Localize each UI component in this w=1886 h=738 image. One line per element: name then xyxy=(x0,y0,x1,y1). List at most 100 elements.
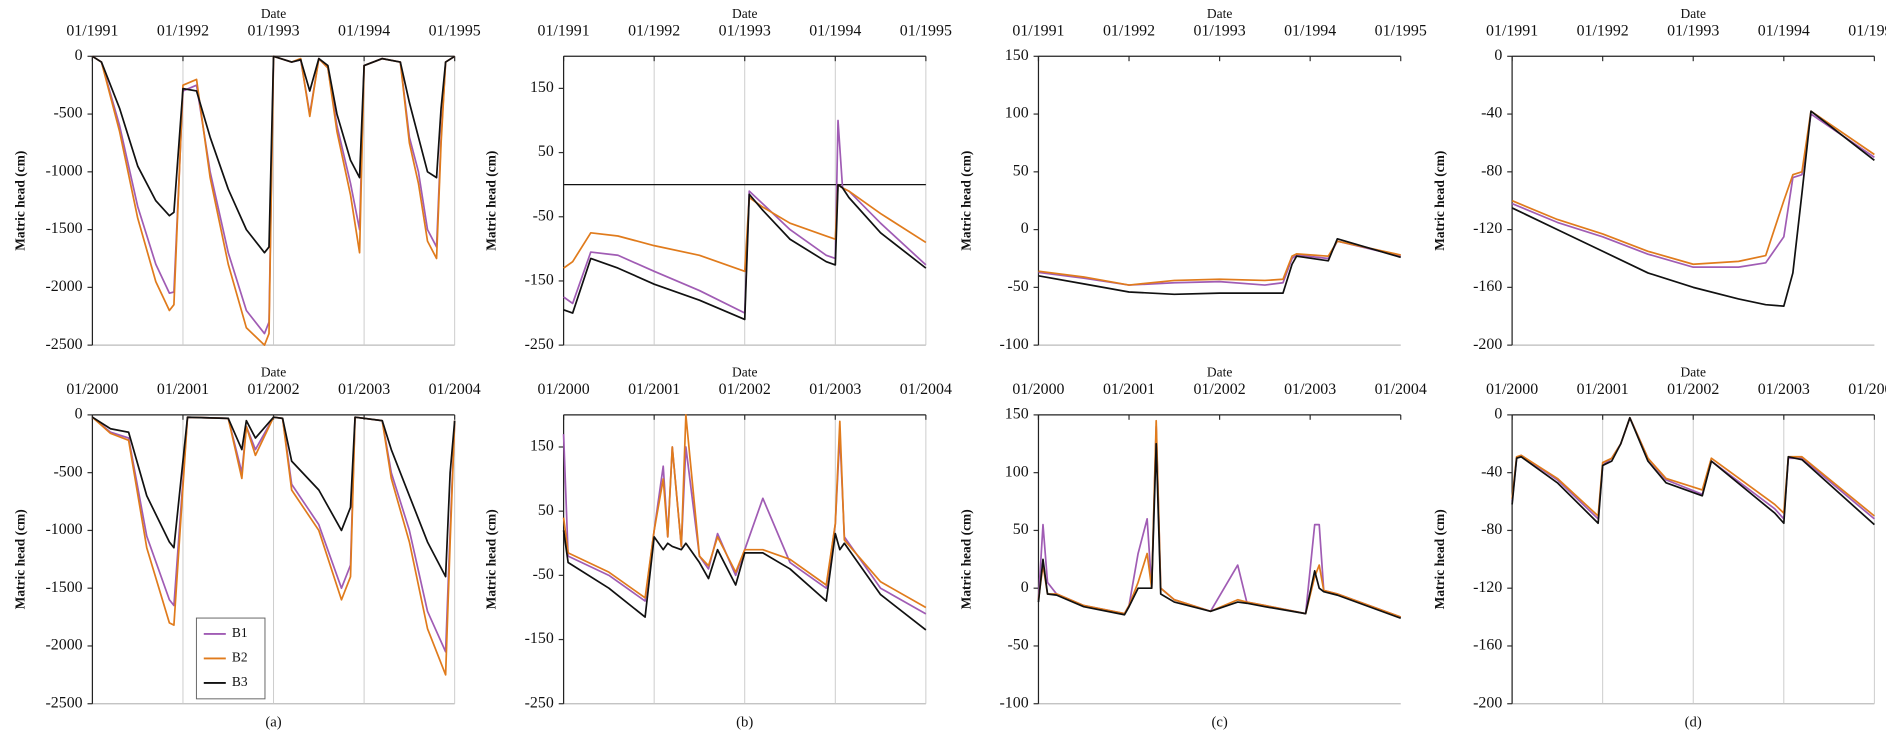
x-tick-label: 01/2004 xyxy=(900,381,952,398)
x-axis-label: Date xyxy=(261,6,286,21)
y-tick-label: 0 xyxy=(1494,47,1502,64)
x-tick-label: 01/1992 xyxy=(1577,22,1629,39)
series-line xyxy=(91,55,456,346)
y-tick-label: -50 xyxy=(533,207,554,224)
x-tick-label: 01/2002 xyxy=(247,381,299,398)
y-tick-label: 150 xyxy=(530,79,554,96)
y-tick-label: -500 xyxy=(53,463,82,480)
y-tick-label: 100 xyxy=(1005,463,1029,480)
y-axis-label: Matric head (cm) xyxy=(1432,509,1447,609)
y-tick-label: -50 xyxy=(1007,278,1028,295)
series-line xyxy=(1037,425,1402,618)
y-tick-label: -40 xyxy=(1481,463,1502,480)
y-tick-label: -1500 xyxy=(45,220,82,237)
y-tick-label: -50 xyxy=(1007,637,1028,654)
series-line xyxy=(91,416,456,578)
y-axis-label: Matric head (cm) xyxy=(13,509,28,609)
x-tick-label: 01/2003 xyxy=(338,381,390,398)
x-tick-label: 01/1995 xyxy=(900,22,952,39)
y-tick-label: 0 xyxy=(1494,406,1502,423)
x-tick-label: 01/1993 xyxy=(719,22,771,39)
y-tick-label: 50 xyxy=(1013,521,1029,538)
series-line xyxy=(1037,419,1402,618)
y-tick-label: 0 xyxy=(1021,579,1029,596)
y-tick-label: -120 xyxy=(1473,579,1502,596)
x-tick-label: 01/2002 xyxy=(719,381,771,398)
y-tick-label: -200 xyxy=(1473,336,1502,353)
x-axis-label: Date xyxy=(1207,6,1232,21)
x-tick-label: 01/1992 xyxy=(157,22,209,39)
panel-label: (b) xyxy=(736,715,753,731)
x-axis-label: Date xyxy=(261,364,286,379)
x-tick-label: 01/2000 xyxy=(66,381,118,398)
y-tick-label: 150 xyxy=(1005,406,1029,423)
series-line xyxy=(1038,237,1401,296)
x-axis-label: Date xyxy=(1681,364,1706,379)
panel-label: (d) xyxy=(1685,715,1702,731)
y-tick-label: -200 xyxy=(1473,694,1502,711)
y-tick-label: 50 xyxy=(1013,162,1029,179)
series-line xyxy=(1511,113,1875,269)
panel-label: (a) xyxy=(265,715,281,731)
x-tick-label: 01/2001 xyxy=(157,381,209,398)
series-line xyxy=(1511,416,1875,526)
y-axis-label: Matric head (cm) xyxy=(484,151,499,251)
x-tick-label: 01/1995 xyxy=(429,22,481,39)
series-line xyxy=(1038,240,1401,286)
y-tick-label: -80 xyxy=(1481,521,1502,538)
series-line xyxy=(563,183,927,273)
y-axis-label: Matric head (cm) xyxy=(959,509,974,609)
x-tick-label: 01/2004 xyxy=(1375,381,1427,398)
x-tick-label: 01/2000 xyxy=(1486,381,1538,398)
x-tick-label: 01/1993 xyxy=(247,22,299,39)
x-tick-label: 01/2002 xyxy=(1194,381,1246,398)
series-line xyxy=(562,530,927,631)
x-tick-label: 01/2003 xyxy=(809,381,861,398)
y-tick-label: -160 xyxy=(1473,278,1502,295)
y-tick-label: -160 xyxy=(1473,637,1502,654)
y-tick-label: -100 xyxy=(999,336,1028,353)
x-axis-label: Date xyxy=(732,364,757,379)
x-tick-label: 01/2001 xyxy=(1103,381,1155,398)
y-tick-label: -250 xyxy=(525,336,554,353)
x-axis-label: Date xyxy=(1207,364,1232,379)
x-tick-label: 01/1994 xyxy=(809,22,861,39)
series-line xyxy=(1037,442,1402,620)
y-tick-label: 50 xyxy=(538,143,554,160)
y-tick-label: -1000 xyxy=(45,162,82,179)
x-tick-label: 01/2001 xyxy=(628,381,680,398)
x-tick-label: 01/1991 xyxy=(538,22,590,39)
legend-label: B2 xyxy=(232,650,248,665)
y-tick-label: -2000 xyxy=(45,278,82,295)
y-tick-label: -2000 xyxy=(45,637,82,654)
y-axis-label: Matric head (cm) xyxy=(959,151,974,251)
legend-label: B1 xyxy=(232,625,248,640)
x-tick-label: 01/2000 xyxy=(538,381,590,398)
y-tick-label: -100 xyxy=(999,694,1028,711)
y-tick-label: -150 xyxy=(525,630,554,647)
legend-label: B3 xyxy=(232,674,248,689)
x-tick-label: 01/1991 xyxy=(1012,22,1064,39)
x-tick-label: 01/1994 xyxy=(1758,22,1810,39)
series-line xyxy=(563,183,927,321)
y-axis-label: Matric head (cm) xyxy=(13,151,28,251)
y-tick-label: 50 xyxy=(538,502,554,519)
y-tick-label: -1000 xyxy=(45,521,82,538)
x-tick-label: 01/1994 xyxy=(1284,22,1336,39)
x-tick-label: 01/2002 xyxy=(1667,381,1719,398)
x-tick-label: 01/2003 xyxy=(1284,381,1336,398)
y-tick-label: 150 xyxy=(530,438,554,455)
x-tick-label: 01/1992 xyxy=(1103,22,1155,39)
x-tick-label: 01/2000 xyxy=(1012,381,1064,398)
x-tick-label: 01/2004 xyxy=(1848,381,1886,398)
panel-label: (c) xyxy=(1211,715,1227,731)
x-axis-label: Date xyxy=(732,6,757,21)
y-tick-label: 150 xyxy=(1005,47,1029,64)
series-line xyxy=(91,55,456,254)
y-tick-label: -150 xyxy=(525,272,554,289)
x-axis-label: Date xyxy=(1681,6,1706,21)
y-tick-label: -500 xyxy=(53,105,82,122)
x-tick-label: 01/2001 xyxy=(1577,381,1629,398)
y-axis-label: Matric head (cm) xyxy=(1432,151,1447,251)
